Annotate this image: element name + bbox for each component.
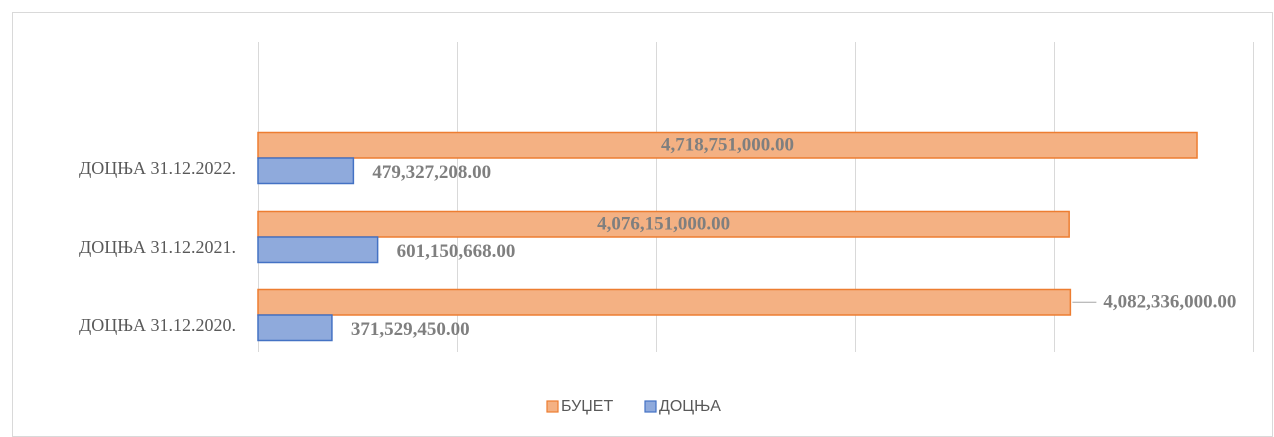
category-label: ДОЦЊА 31.12.2022. — [79, 158, 236, 178]
bar — [257, 288, 1072, 316]
value-label: 4,718,751,000.00 — [661, 135, 794, 156]
legend-label: ДОЦЊА — [659, 398, 721, 415]
legend-swatch — [644, 400, 657, 413]
legend-label: БУЏЕТ — [561, 398, 613, 415]
bar — [257, 131, 1198, 159]
legend-swatch — [546, 400, 559, 413]
value-label: 4,076,151,000.00 — [597, 214, 730, 235]
bar — [257, 236, 379, 264]
value-label: 479,327,208.00 — [372, 162, 491, 183]
bar — [257, 157, 355, 185]
category-label: ДОЦЊА 31.12.2021. — [79, 237, 236, 257]
value-label: 601,150,668.00 — [397, 241, 516, 262]
value-label: 4,082,336,000.00 — [1103, 292, 1236, 313]
category-label: ДОЦЊА 31.12.2020. — [79, 315, 236, 335]
bar — [257, 210, 1070, 238]
value-label: 371,529,450.00 — [351, 319, 470, 340]
bar — [257, 314, 333, 342]
